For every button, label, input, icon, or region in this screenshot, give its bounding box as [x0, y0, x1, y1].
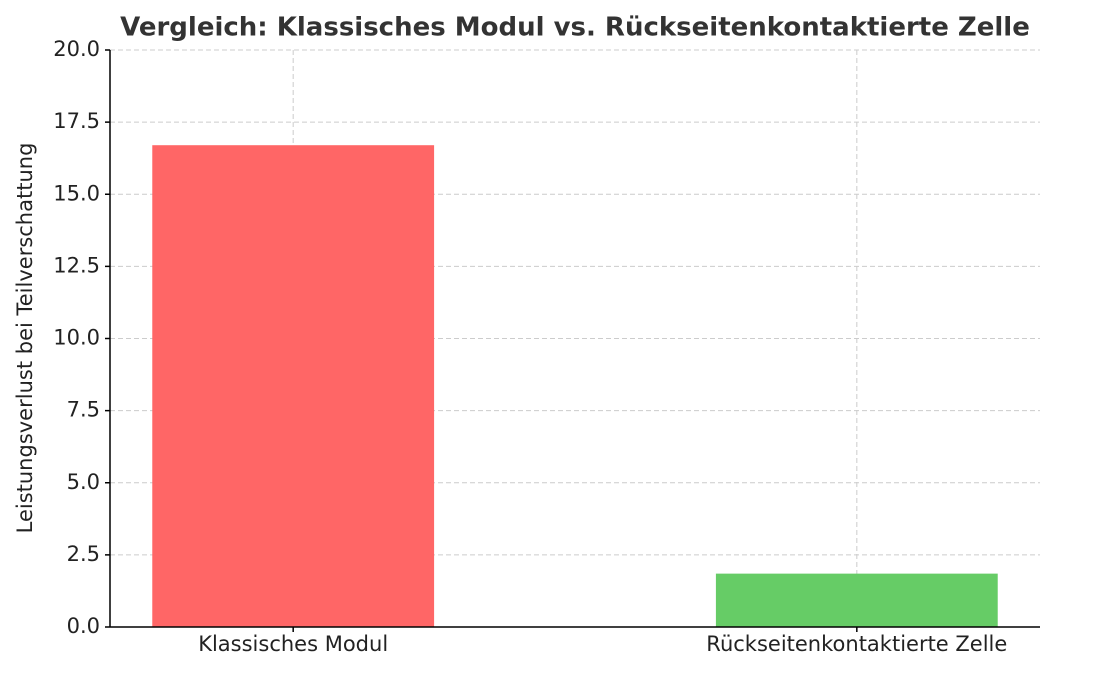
x-tick-label: Klassisches Modul: [198, 632, 388, 656]
y-tick-label: 10.0: [53, 326, 100, 350]
x-tick-label: Rückseitenkontaktierte Zelle: [706, 632, 1007, 656]
y-tick-label: 0.0: [67, 614, 100, 638]
y-tick-label: 5.0: [67, 470, 100, 494]
y-axis-label: Leistungsverlust bei Teilverschattung: [13, 143, 37, 534]
bar: [715, 573, 998, 627]
y-tick-label: 7.5: [67, 398, 100, 422]
y-tick-label: 15.0: [53, 181, 100, 205]
y-tick-label: 20.0: [53, 37, 100, 61]
y-tick-label: 2.5: [67, 542, 100, 566]
bar: [152, 145, 435, 627]
y-tick-label: 12.5: [53, 253, 100, 277]
y-tick-label: 17.5: [53, 109, 100, 133]
chart-title: Vergleich: Klassisches Modul vs. Rücksei…: [120, 13, 1030, 43]
